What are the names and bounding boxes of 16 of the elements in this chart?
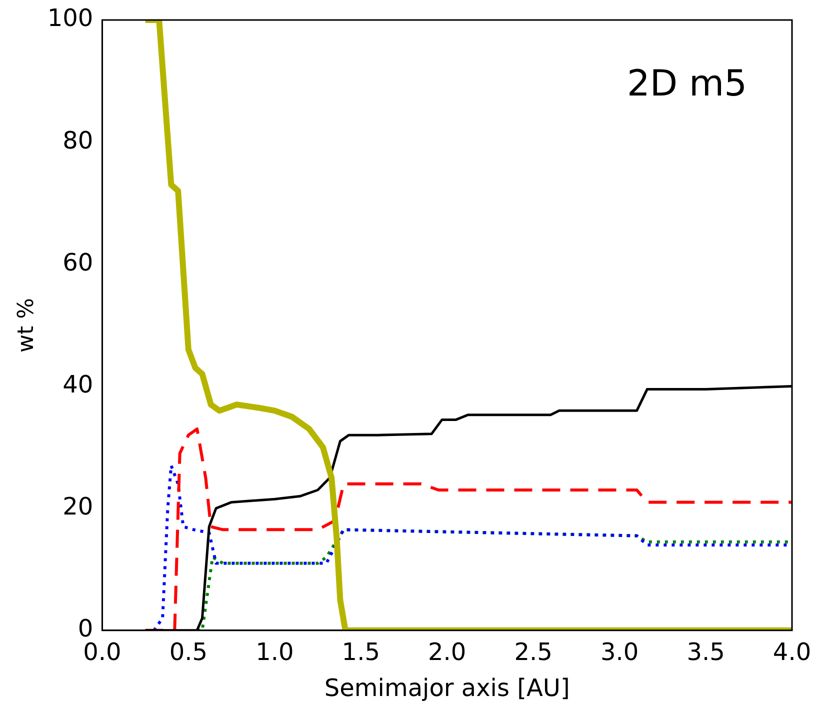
y-tick-label: 80: [62, 126, 94, 154]
x-tick-label: 3.0: [600, 638, 639, 666]
x-axis-title: Semimajor axis [AU]: [324, 674, 570, 702]
y-tick-label: 40: [62, 370, 94, 398]
y-tick-label: 60: [62, 248, 94, 276]
x-tick-label: 2.5: [514, 638, 552, 666]
annotation: 2D m5: [626, 63, 747, 104]
x-tick-label: 2.0: [428, 638, 466, 666]
x-tick-label: 1.5: [342, 638, 380, 666]
x-tick-label: 0.5: [169, 638, 208, 666]
x-tick-label: 3.5: [686, 638, 725, 666]
x-tick-label: 1.0: [256, 638, 294, 666]
y-tick-label: 20: [62, 492, 94, 521]
y-tick-label: 100: [47, 4, 94, 32]
x-tick-label: 4.0: [772, 638, 812, 666]
y-axis-title: wt %: [14, 298, 39, 352]
